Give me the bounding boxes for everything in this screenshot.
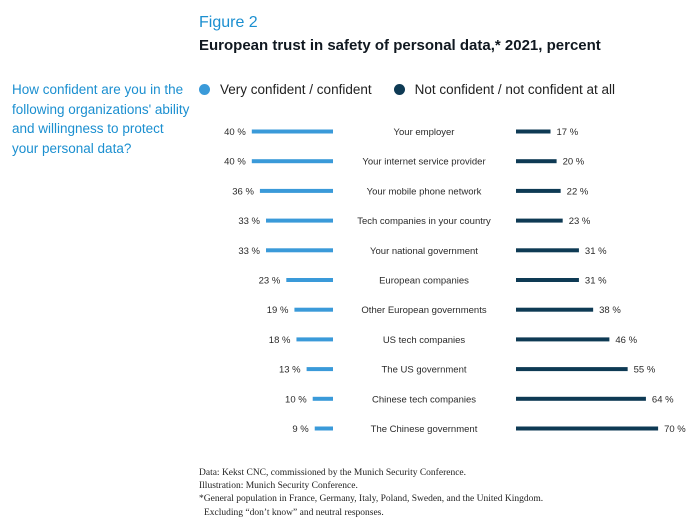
bar-not-confident <box>516 248 579 253</box>
legend-dot-not-confident-icon <box>393 83 405 95</box>
legend-item-confident: Very confident / confident <box>199 82 372 97</box>
bar-not-confident <box>516 159 557 164</box>
bar-confident <box>314 426 333 431</box>
value-label-not-confident: 22 % <box>567 186 589 197</box>
value-label-not-confident: 23 % <box>569 216 591 227</box>
bar-confident <box>251 159 333 164</box>
bar-not-confident <box>516 426 659 431</box>
chart-title: European trust in safety of personal dat… <box>199 37 601 54</box>
figure-label: Figure 2 <box>199 14 258 31</box>
value-label-not-confident: 64 % <box>652 394 674 405</box>
value-label-confident: 33 % <box>238 216 260 227</box>
bar-not-confident <box>516 129 551 134</box>
survey-question: How confident are you in the following o… <box>12 82 190 156</box>
category-label: US tech companies <box>383 335 466 346</box>
value-label-confident: 18 % <box>269 335 291 346</box>
category-label: European companies <box>379 276 469 287</box>
value-label-not-confident: 46 % <box>615 335 637 346</box>
bar-confident <box>294 307 333 312</box>
bar-not-confident <box>516 307 594 312</box>
footer-notes: Data: Kekst CNC, commissioned by the Mun… <box>199 467 689 520</box>
category-label: Your mobile phone network <box>367 186 482 197</box>
footer-source: Data: Kekst CNC, commissioned by the Mun… <box>199 468 467 478</box>
legend-item-not-confident: Not confident / not confident at all <box>393 81 615 97</box>
value-label-confident: 33 % <box>238 246 260 257</box>
value-label-confident: 9 % <box>292 424 309 435</box>
footer-footnote-continued: Excluding “don’t know” and neutral respo… <box>204 507 384 518</box>
value-label-not-confident: 38 % <box>599 305 621 316</box>
legend-dot-confident-icon <box>199 83 210 95</box>
bar-not-confident <box>516 396 646 401</box>
category-label: The US government <box>381 365 466 376</box>
value-label-confident: 23 % <box>259 276 281 287</box>
bar-confident <box>306 367 333 372</box>
value-label-not-confident: 70 % <box>664 424 686 435</box>
footer-footnote: *General population in France, Germany, … <box>199 494 544 505</box>
legend-label-confident: Very confident / confident <box>220 81 372 97</box>
value-label-not-confident: 20 % <box>563 157 585 168</box>
bar-confident <box>266 218 333 223</box>
bar-confident <box>266 248 333 253</box>
bar-not-confident <box>516 278 579 282</box>
value-label-confident: 19 % <box>267 305 289 316</box>
bar-confident <box>251 129 333 134</box>
category-label: Your internet service provider <box>362 157 485 168</box>
value-label-not-confident: 55 % <box>634 365 656 376</box>
value-label-confident: 40 % <box>224 127 246 138</box>
bar-confident <box>296 337 333 342</box>
value-label-not-confident: 31 % <box>585 276 607 287</box>
category-label: Your employer <box>394 127 455 138</box>
category-label: Your national government <box>370 246 478 257</box>
bar-not-confident <box>516 337 610 342</box>
legend-label-not-confident: Not confident / not confident at all <box>414 81 615 97</box>
bar-not-confident <box>516 218 563 223</box>
category-label: Chinese tech companies <box>372 394 476 405</box>
value-label-not-confident: 31 % <box>585 246 607 257</box>
bar-confident <box>286 278 333 282</box>
value-label-not-confident: 17 % <box>557 127 579 138</box>
category-label: Tech companies in your country <box>357 216 491 227</box>
value-label-confident: 13 % <box>279 365 301 376</box>
value-label-confident: 10 % <box>285 394 307 405</box>
legend: Very confident / confident Not confident… <box>199 80 637 98</box>
bar-confident <box>259 188 333 193</box>
footer-illustration: Illustration: Munich Security Conference… <box>199 481 358 492</box>
category-label: The Chinese government <box>371 424 478 435</box>
bar-not-confident <box>516 188 561 193</box>
bar-not-confident <box>516 367 628 372</box>
bar-confident <box>312 396 333 401</box>
category-label: Other European governments <box>361 305 486 316</box>
value-label-confident: 40 % <box>224 157 246 168</box>
value-label-confident: 36 % <box>232 186 254 197</box>
